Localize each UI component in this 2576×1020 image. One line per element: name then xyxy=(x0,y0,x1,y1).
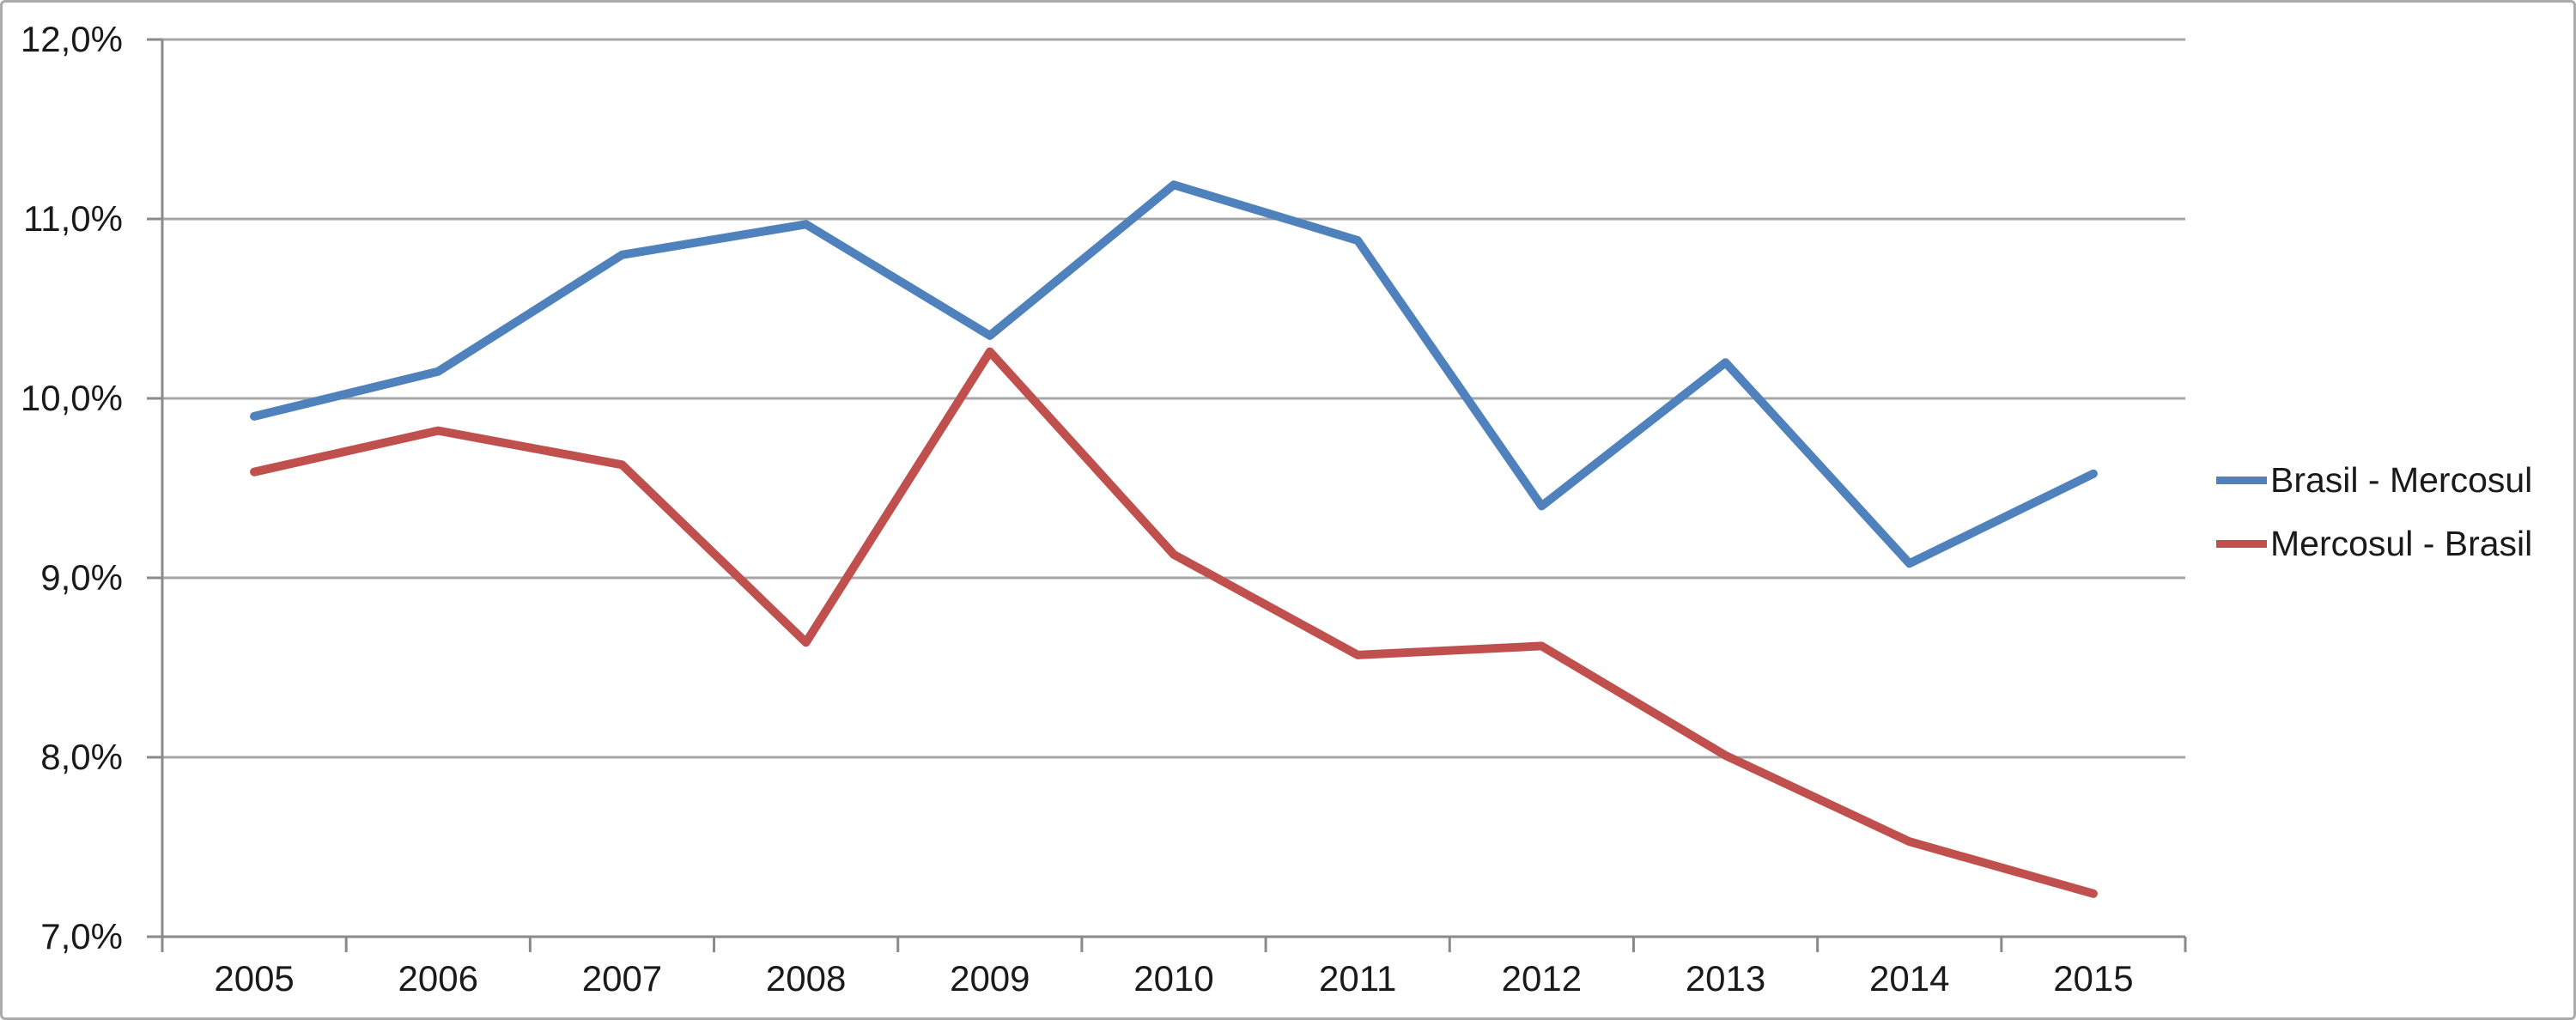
series-line-0 xyxy=(250,180,2098,568)
y-tick-label: 11,0% xyxy=(23,198,123,239)
x-tick-label: 2009 xyxy=(950,958,1030,999)
x-tick-label: 2012 xyxy=(1501,958,1583,999)
y-tick-label: 7,0% xyxy=(40,916,123,956)
x-tick-label: 2010 xyxy=(1133,958,1214,999)
legend-line-swatch-blue xyxy=(2216,476,2267,484)
y-tick-label: 10,0% xyxy=(20,378,123,418)
legend-item-mercosul-brasil: Mercosul - Brasil xyxy=(2216,518,2532,569)
x-tick-label: 2008 xyxy=(765,958,847,999)
legend-label: Mercosul - Brasil xyxy=(2270,523,2533,563)
x-tick-label: 2007 xyxy=(581,958,663,999)
x-tick-label: 2015 xyxy=(2053,958,2134,999)
legend-line-swatch-red xyxy=(2216,539,2267,548)
line-chart xyxy=(147,38,2187,952)
x-tick-label: 2006 xyxy=(398,958,478,999)
x-tick-label: 2011 xyxy=(1319,958,1397,999)
legend: Brasil - Mercosul Mercosul - Brasil xyxy=(2216,454,2532,569)
y-tick-label: 9,0% xyxy=(40,557,123,598)
legend-item-brasil-mercosul: Brasil - Mercosul xyxy=(2216,454,2532,506)
series-line-1 xyxy=(250,347,2098,898)
x-tick-label: 2005 xyxy=(214,958,295,999)
y-tick-label: 8,0% xyxy=(40,737,123,777)
x-tick-label: 2013 xyxy=(1685,958,1766,999)
y-tick-label: 12,0% xyxy=(20,19,123,59)
x-tick-label: 2014 xyxy=(1869,958,1950,999)
legend-label: Brasil - Mercosul xyxy=(2270,459,2533,500)
